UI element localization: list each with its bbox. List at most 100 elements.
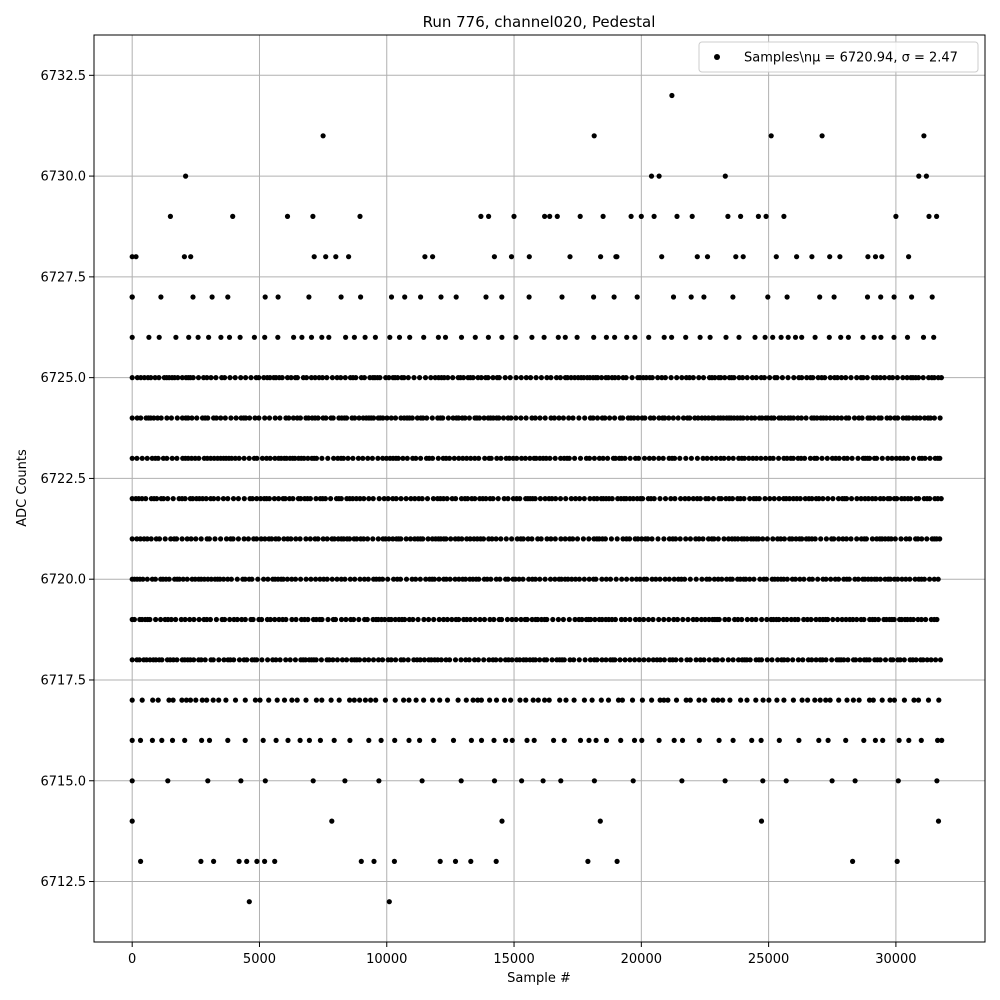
data-point	[289, 697, 295, 703]
data-point	[242, 616, 248, 623]
data-point	[129, 334, 135, 340]
data-point	[339, 657, 345, 663]
data-point	[418, 294, 424, 300]
data-point	[653, 576, 659, 582]
data-point	[221, 576, 227, 582]
data-point	[259, 657, 265, 663]
data-point	[205, 415, 211, 421]
data-point	[706, 616, 712, 623]
data-point	[891, 697, 898, 703]
data-point	[386, 536, 392, 542]
data-point	[213, 415, 219, 421]
data-point	[851, 415, 858, 421]
data-point	[848, 496, 855, 502]
data-point	[329, 375, 335, 381]
data-point	[771, 415, 777, 421]
data-point	[649, 536, 655, 542]
data-point	[603, 334, 610, 340]
data-point	[892, 536, 898, 542]
data-point	[305, 616, 311, 623]
data-point	[350, 455, 356, 461]
data-point	[878, 415, 884, 421]
data-point	[615, 697, 622, 703]
data-point	[671, 737, 677, 744]
data-point	[139, 697, 145, 703]
data-point	[672, 455, 678, 461]
data-point	[572, 455, 578, 461]
data-point	[704, 254, 711, 260]
data-point	[908, 496, 914, 502]
data-point	[262, 536, 268, 542]
data-point	[182, 737, 188, 744]
data-point	[568, 496, 574, 502]
data-point	[431, 576, 437, 582]
data-point	[799, 375, 805, 381]
data-point	[719, 576, 725, 582]
data-point	[225, 294, 231, 300]
data-point	[577, 737, 584, 744]
data-point	[650, 657, 656, 663]
data-point	[709, 455, 715, 461]
data-point	[659, 254, 665, 260]
data-point	[749, 375, 756, 381]
data-point	[786, 496, 793, 502]
data-point	[252, 697, 258, 703]
data-point	[756, 496, 762, 502]
data-point	[726, 616, 732, 623]
data-point	[623, 496, 629, 502]
data-point	[706, 576, 713, 582]
data-point	[622, 616, 628, 623]
data-point	[779, 375, 786, 381]
data-point	[809, 254, 815, 260]
data-point	[722, 375, 728, 381]
data-point	[193, 697, 199, 703]
data-point	[129, 375, 135, 381]
data-point	[814, 415, 820, 421]
data-point	[354, 536, 360, 542]
data-point	[593, 576, 599, 582]
data-point	[347, 536, 353, 542]
data-point	[683, 455, 689, 461]
data-point	[855, 455, 861, 461]
data-point	[332, 616, 339, 623]
data-point	[738, 213, 744, 219]
data-point	[538, 375, 545, 381]
data-point	[593, 737, 599, 744]
data-point	[385, 576, 391, 582]
data-point	[331, 455, 337, 461]
data-point	[588, 616, 594, 623]
data-point	[527, 455, 533, 461]
data-point	[199, 737, 205, 744]
data-point	[819, 133, 825, 139]
data-point	[182, 616, 188, 623]
data-point	[743, 576, 749, 582]
data-point	[922, 455, 928, 461]
data-point	[714, 657, 721, 663]
data-point	[242, 576, 248, 582]
data-point	[262, 778, 268, 784]
data-point	[816, 737, 822, 744]
data-point	[891, 616, 897, 623]
data-point	[490, 375, 496, 381]
data-point	[629, 697, 636, 703]
data-point	[812, 697, 818, 703]
data-point	[139, 496, 145, 502]
data-point	[417, 576, 423, 582]
data-point	[293, 616, 299, 623]
data-point	[210, 657, 216, 663]
data-point	[563, 496, 569, 502]
data-point	[738, 697, 744, 703]
data-point	[276, 536, 282, 542]
data-point	[882, 657, 889, 663]
data-point	[577, 496, 583, 502]
data-point	[863, 536, 870, 542]
data-point	[590, 415, 596, 421]
data-point	[466, 657, 472, 663]
data-point	[557, 697, 563, 703]
data-point	[627, 616, 633, 623]
data-point	[275, 334, 281, 340]
data-point	[825, 737, 831, 744]
data-point	[405, 375, 411, 381]
data-point	[627, 657, 633, 663]
data-point	[351, 616, 357, 623]
